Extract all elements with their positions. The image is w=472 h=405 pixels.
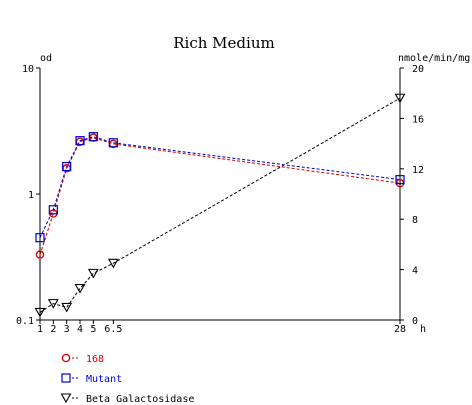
right-tick-label: 8 (412, 215, 418, 226)
data-point-triangle-down (61, 302, 73, 313)
legend-marker (61, 373, 71, 383)
data-point-triangle-down (47, 299, 59, 309)
x-tick-label: 3 (64, 324, 70, 335)
data-point-triangle-down (34, 307, 46, 318)
data-point-triangle-down (394, 93, 406, 104)
data-point-square (88, 132, 98, 142)
left-tick-label: 1 (28, 190, 34, 201)
series-line-triangle-down (39, 97, 401, 313)
right-tick-label: 20 (412, 64, 424, 75)
right-axis-label: nmole/min/mg (398, 53, 470, 64)
data-point-square (395, 175, 405, 185)
data-point-square (35, 233, 45, 243)
x-tick-label: 28 (394, 324, 406, 335)
data-point-triangle-down (87, 268, 99, 279)
legend-label: Mutant (86, 374, 122, 385)
right-tick-label: 0 (412, 316, 418, 327)
legend: 168 Mutant Beta Galactosidase (60, 353, 194, 405)
x-axis-label: h (420, 324, 426, 335)
x-tick-label: 6.5 (104, 324, 122, 335)
series-line-square (39, 136, 401, 238)
legend-label: 168 (86, 354, 104, 365)
right-tick-label: 16 (412, 114, 424, 125)
left-tick-label: 10 (22, 64, 34, 75)
x-tick-label: 1 (37, 324, 43, 335)
right-tick-label: 12 (412, 165, 424, 176)
data-point-triangle-down (74, 283, 86, 294)
data-point-circle (35, 250, 45, 259)
data-point-square (62, 161, 72, 172)
legend-label: Beta Galactosidase (86, 394, 194, 405)
data-point-triangle-down (107, 258, 119, 269)
chart-title: Rich Medium (173, 34, 274, 52)
right-tick-label: 4 (412, 266, 418, 277)
x-tick-label: 2 (50, 324, 56, 335)
legend-marker (61, 353, 71, 363)
data-point-square (75, 136, 85, 146)
left-axis-label: od (40, 53, 52, 64)
x-tick-label: 5 (90, 324, 96, 335)
series-line-circle (39, 137, 401, 255)
x-tick-label: 4 (77, 324, 83, 335)
data-point-square (108, 138, 118, 148)
series-lines (39, 97, 401, 313)
legend-marker (60, 393, 72, 404)
data-point-square (48, 205, 58, 215)
left-tick-label: 0.1 (16, 316, 34, 327)
series-markers (34, 93, 406, 318)
